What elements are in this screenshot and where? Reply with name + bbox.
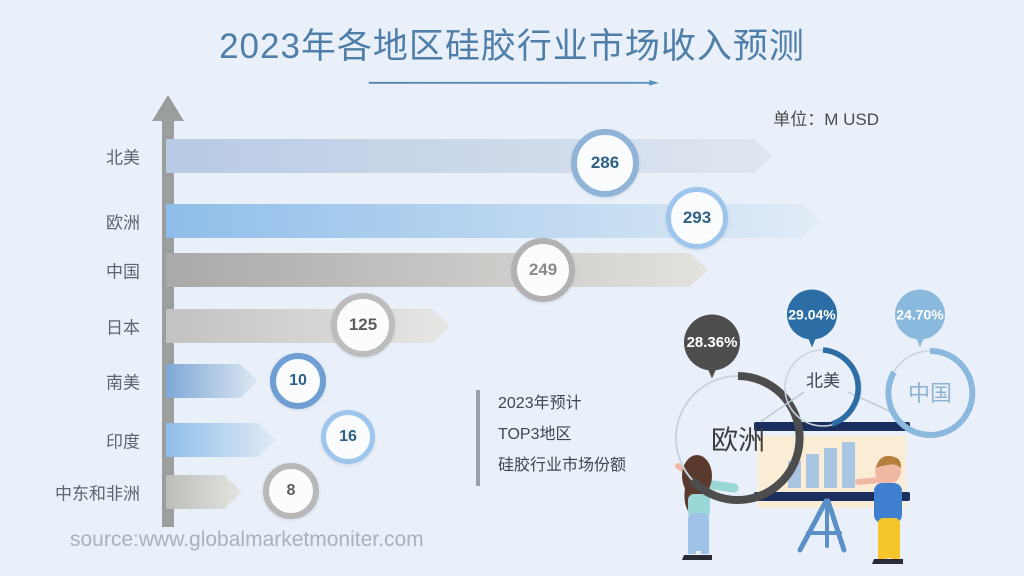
bar-category-label: 印度 xyxy=(106,432,140,452)
donut-europe xyxy=(675,372,804,504)
donut-china xyxy=(885,347,976,438)
tooltip-europe-value: 28.36% xyxy=(686,334,738,351)
bar-shape xyxy=(166,475,242,509)
note-block: 2023年预计 TOP3地区 硅胶行业市场份额 xyxy=(476,388,627,486)
tooltip-north-america-share: 29.04% xyxy=(779,289,845,355)
tooltip-europe-share: 28.36% xyxy=(676,314,748,386)
bar-row xyxy=(166,139,772,173)
tooltip-bubble-shape xyxy=(895,289,945,348)
bar-value-marker: 8 xyxy=(263,463,319,519)
bar-row xyxy=(166,309,450,343)
tooltip-bubble-shape xyxy=(787,289,837,348)
bar-category-label: 南美 xyxy=(106,373,140,393)
tooltip-bubble-shape xyxy=(684,314,740,379)
bar-value-marker: 286 xyxy=(571,129,639,197)
note-line-1: 2023年预计 xyxy=(498,395,582,412)
bar-shape xyxy=(166,423,276,457)
bar-category-label: 中国 xyxy=(106,262,140,282)
tooltip-north-america-value: 29.04% xyxy=(788,306,836,323)
title-rule-arrow xyxy=(368,80,659,86)
bar-shape xyxy=(166,309,450,343)
bar-shape xyxy=(166,253,708,287)
bar-value-marker: 10 xyxy=(270,353,326,409)
donut-label-north-america: 北美 xyxy=(806,371,840,391)
note-line-3: 硅胶行业市场份额 xyxy=(498,457,627,474)
note-line-2: TOP3地区 xyxy=(498,426,572,443)
donut-north-america xyxy=(784,347,862,427)
bar-category-label: 北美 xyxy=(106,148,140,168)
tooltip-china-share: 24.70% xyxy=(887,289,953,355)
bar-shape xyxy=(166,364,258,398)
bar-value-marker: 249 xyxy=(511,238,575,302)
bar-category-label: 中东和非洲 xyxy=(55,484,140,504)
page-title: 2023年各地区硅胶行业市场收入预测 xyxy=(219,27,805,66)
donut-label-china: 中国 xyxy=(907,381,953,406)
bar-row xyxy=(166,423,276,457)
bar-value-marker: 16 xyxy=(321,410,375,464)
donut-label-europe: 欧洲 xyxy=(711,425,765,456)
source-text: source:www.globalmarketmoniter.com xyxy=(70,528,424,551)
bar-value-marker: 293 xyxy=(666,187,728,249)
bar-row xyxy=(166,253,708,287)
tooltip-china-value: 24.70% xyxy=(896,306,944,323)
illustration-presentation xyxy=(675,422,910,564)
bar-row xyxy=(166,475,242,509)
note-accent-bar xyxy=(476,390,480,486)
bar-value-marker: 125 xyxy=(331,293,395,357)
unit-label: 单位：M USD xyxy=(773,110,879,129)
bar-shape xyxy=(166,139,772,173)
bar-shape xyxy=(166,204,820,238)
bar-category-label: 日本 xyxy=(106,318,140,338)
bar-category-label: 欧洲 xyxy=(106,213,140,233)
bar-row xyxy=(166,364,258,398)
bar-row xyxy=(166,204,820,238)
